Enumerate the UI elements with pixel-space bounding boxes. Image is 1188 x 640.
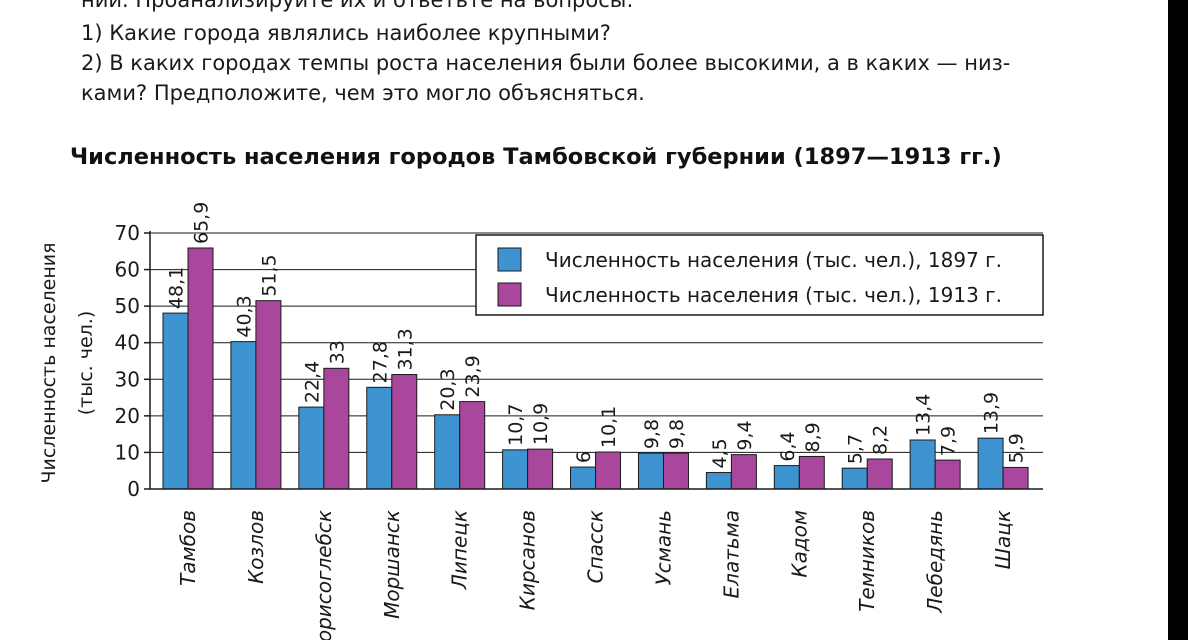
data-label: 6 xyxy=(573,451,595,463)
bar-1897 xyxy=(434,414,461,490)
category-label: Кирсанов xyxy=(516,510,540,610)
data-label: 13,9 xyxy=(981,392,1003,434)
bar-1897 xyxy=(909,439,936,490)
legend-label-1897: Численность населения (тыс. чел.), 1897 … xyxy=(545,248,1002,272)
legend-swatch-1913 xyxy=(497,282,522,307)
bar-1897 xyxy=(773,465,800,490)
category-labels: Тамбов Козлов Борисоглебск Моршанск Липецк Ки… xyxy=(176,510,1015,640)
question-2-text: 2) В каких городах темпы роста населения… xyxy=(81,51,1011,75)
data-label: 65,9 xyxy=(191,202,213,244)
question-2-continuation-text: ками? Предположите, чем это могло объясн… xyxy=(81,81,645,105)
category-label: Кадом xyxy=(787,510,811,578)
data-label: 10,1 xyxy=(598,406,620,448)
y-tick-labels: 0 10 20 30 40 50 60 70 xyxy=(115,221,140,501)
bar-1913 xyxy=(662,452,689,490)
bar-1897 xyxy=(366,386,393,490)
question-1-text: 1) Какие города являлись наиболее крупны… xyxy=(81,21,611,45)
legend-label-1913: Численность населения (тыс. чел.), 1913 … xyxy=(545,283,1002,307)
chart-title: Численность населения городов Тамбовской… xyxy=(70,144,1002,170)
category-label: Тамбов xyxy=(176,510,200,586)
y-tick-label: 30 xyxy=(115,367,140,391)
bar-1913 xyxy=(187,247,214,490)
data-label: 5,7 xyxy=(845,434,867,464)
y-tick-label: 50 xyxy=(115,294,140,318)
data-label: 27,8 xyxy=(369,341,391,383)
category-label: Спасск xyxy=(584,510,608,583)
axes xyxy=(149,231,1043,490)
bar-1913 xyxy=(934,459,961,490)
data-label: 40,3 xyxy=(233,295,255,337)
data-label: 8,2 xyxy=(870,425,892,455)
y-tick-label: 70 xyxy=(115,221,140,245)
data-label: 22,4 xyxy=(301,361,323,403)
bar-1913 xyxy=(323,367,350,490)
bar-1897 xyxy=(637,452,664,490)
y-tick-label: 60 xyxy=(115,258,140,282)
data-label: 33 xyxy=(326,340,348,364)
legend-swatch-1897 xyxy=(497,247,522,272)
data-label: 23,9 xyxy=(462,355,484,397)
bar-1897 xyxy=(298,406,325,490)
data-label: 5,9 xyxy=(1006,433,1028,463)
category-label: Моршанск xyxy=(380,510,404,619)
data-label: 7,9 xyxy=(938,426,960,456)
bar-1897 xyxy=(502,449,529,490)
data-label: 10,7 xyxy=(505,404,527,446)
bar-1897 xyxy=(841,467,868,490)
bar-1913 xyxy=(459,401,486,490)
data-label: 9,8 xyxy=(641,419,663,449)
y-tick-label: 20 xyxy=(115,404,140,428)
data-label: 13,4 xyxy=(913,394,935,436)
y-tick-label: 10 xyxy=(115,440,140,464)
bar-1913 xyxy=(798,455,825,490)
category-label: Усмань xyxy=(651,510,675,585)
y-axis-title: Численность населения (тыс. чел.) xyxy=(38,242,97,483)
bar-1897 xyxy=(230,341,257,490)
bar-1913 xyxy=(391,374,418,490)
category-label: Липецк xyxy=(448,510,472,590)
data-label: 4,5 xyxy=(709,438,731,468)
task-text-line: ний. Проанализируйте их и ответьте на во… xyxy=(81,0,634,12)
bar-1897 xyxy=(570,466,597,490)
bar-1913 xyxy=(527,448,554,490)
y-axis-title-line-1: Численность населения xyxy=(38,242,60,483)
legend: Численность населения (тыс. чел.), 1897 … xyxy=(475,234,1044,316)
bar-1913 xyxy=(866,458,893,490)
bar-1897 xyxy=(977,437,1004,490)
data-label: 6,4 xyxy=(777,431,799,461)
bar-1913 xyxy=(730,454,757,490)
data-label: 48,1 xyxy=(166,267,188,309)
category-label: Лебедянь xyxy=(923,510,947,614)
category-label: Шацк xyxy=(991,510,1015,569)
y-tick-label: 40 xyxy=(115,331,140,355)
legend-box xyxy=(475,234,1044,316)
bar-1897 xyxy=(162,312,189,490)
y-tick-label: 0 xyxy=(127,477,140,501)
data-label: 31,3 xyxy=(394,328,416,370)
bar-1913 xyxy=(255,300,282,490)
category-label: Борисоглебск xyxy=(312,510,336,640)
y-axis-title-line-2: (тыс. чел.) xyxy=(75,311,97,416)
category-label: Елатьма xyxy=(719,510,743,598)
right-edge-bar xyxy=(1168,0,1188,640)
bar-1913 xyxy=(595,451,622,490)
data-label: 8,9 xyxy=(802,422,824,452)
category-label: Темников xyxy=(855,510,879,612)
bar-1897 xyxy=(705,472,732,490)
value-labels: 48,165,940,351,522,433 27,8 31,320,3 23,910… xyxy=(166,202,1028,469)
data-label: 10,9 xyxy=(530,403,552,445)
data-label: 9,8 xyxy=(666,419,688,449)
data-label: 9,4 xyxy=(734,420,756,450)
category-label: Козлов xyxy=(244,510,268,584)
data-label: 20,3 xyxy=(437,368,459,410)
bar-1913 xyxy=(1002,466,1029,490)
bars xyxy=(162,247,1029,490)
data-label: 51,5 xyxy=(258,254,280,296)
